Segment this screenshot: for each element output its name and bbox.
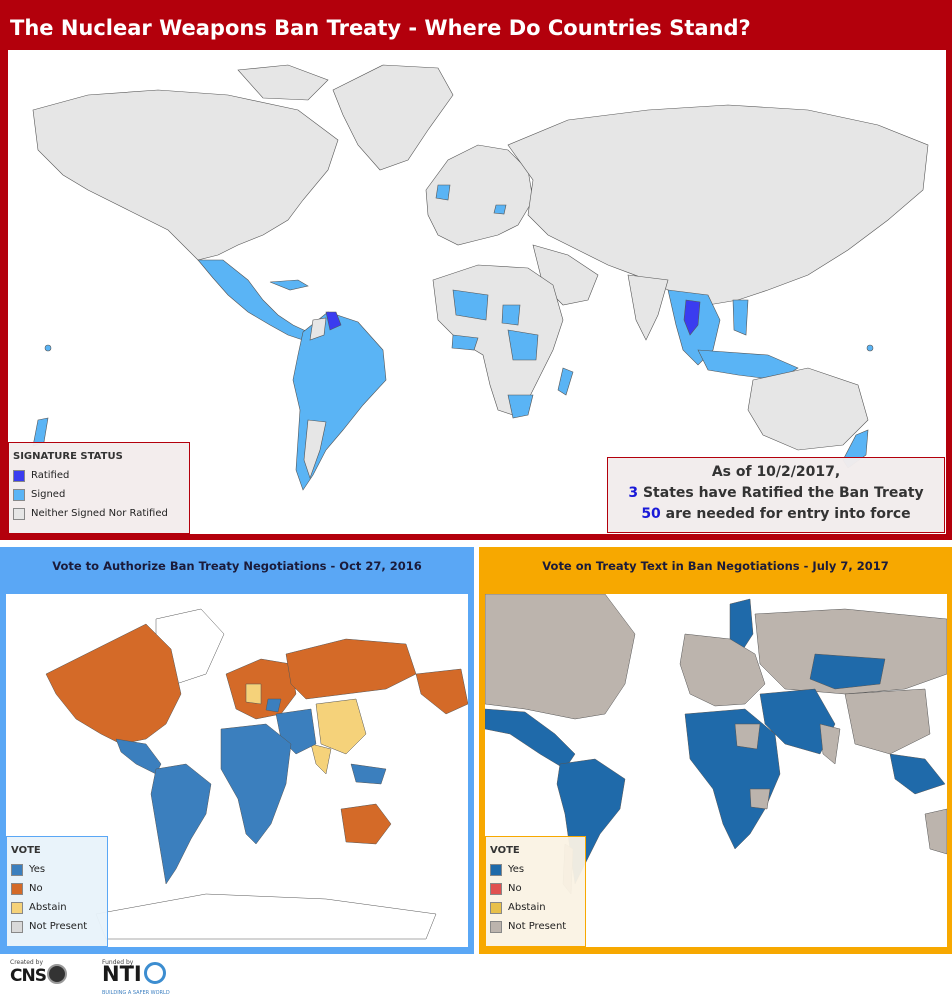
legend-item-no[interactable]: No (490, 879, 585, 898)
region-greenland (332, 64, 454, 171)
legend-item-not-present[interactable]: Not Present (11, 917, 107, 936)
ratified-count: 3 (628, 485, 639, 501)
cns-logo-text: CNS (10, 966, 47, 986)
legend-item-signed[interactable]: Signed (13, 485, 189, 504)
cns-globe-icon (46, 964, 67, 984)
needed-count: 50 (641, 506, 661, 522)
legend-swatch-no (490, 882, 502, 895)
legend-label: Not Present (508, 921, 567, 932)
region-north-america (32, 89, 339, 261)
legend-label: Neither Signed Nor Ratified (31, 508, 168, 519)
created-by-label: Created by (10, 959, 44, 966)
signature-status-map-svg (32, 64, 929, 491)
legend-item-yes[interactable]: Yes (490, 860, 585, 879)
authorize-vote-legend: VOTE Yes No Abstain Not Present (6, 836, 108, 947)
region-asia (507, 104, 929, 306)
legend-title: SIGNATURE STATUS (13, 451, 123, 462)
region-australia (747, 367, 869, 451)
ratification-status-box: As of 10/2/2017, 3 States have Ratified … (607, 457, 945, 533)
nti-logo[interactable]: NTI (102, 962, 166, 986)
ratified-text: States have Ratified the Ban Treaty (638, 485, 924, 501)
status-date-line: As of 10/2/2017, (711, 464, 841, 480)
legend-swatch-yes (11, 863, 23, 876)
region-north-america (45, 623, 182, 745)
legend-label: Ratified (31, 470, 70, 481)
legend-swatch-ratified (13, 469, 25, 482)
legend-label: Yes (508, 864, 525, 875)
signature-status-legend: SIGNATURE STATUS Ratified Signed Neither… (8, 442, 190, 534)
legend-item-no[interactable]: No (11, 879, 107, 898)
legend-item-ratified[interactable]: Ratified (13, 466, 189, 485)
legend-item-not-present[interactable]: Not Present (490, 917, 585, 936)
legend-swatch-not-present (490, 920, 502, 933)
page-title: The Nuclear Weapons Ban Treaty - Where D… (10, 16, 751, 40)
region-europe (679, 633, 766, 707)
legend-label: Signed (31, 489, 66, 500)
legend-swatch-yes (490, 863, 502, 876)
legend-item-yes[interactable]: Yes (11, 860, 107, 879)
treaty-text-vote-legend: VOTE Yes No Abstain Not Present (485, 836, 586, 947)
region-guyana-ratified (325, 311, 342, 331)
cns-logo[interactable]: CNS (10, 964, 67, 986)
legend-swatch-signed (13, 488, 25, 501)
legend-item-abstain[interactable]: Abstain (11, 898, 107, 917)
nti-logo-text: NTI (102, 962, 142, 986)
region-russia (285, 638, 417, 700)
nti-tagline: BUILDING A SAFER WORLD (102, 990, 170, 996)
signature-status-map[interactable]: SIGNATURE STATUS Ratified Signed Neither… (8, 50, 946, 534)
region-south-america (150, 763, 212, 885)
treaty-text-vote-map-svg (485, 594, 947, 895)
funded-by-label: Funded by (102, 959, 134, 966)
legend-swatch-neither (13, 507, 25, 520)
region-mexico-central-america (197, 259, 309, 341)
legend-swatch-not-present (11, 920, 23, 933)
legend-title: VOTE (11, 845, 41, 856)
authorize-vote-panel: Vote to Authorize Ban Treaty Negotiation… (0, 547, 474, 954)
region-australia (340, 803, 392, 845)
region-europe (425, 144, 534, 246)
footer: Created by Funded by (0, 956, 952, 1000)
authorize-vote-map-svg (45, 608, 468, 940)
legend-label: Not Present (29, 921, 88, 932)
region-thailand-ratified (683, 299, 701, 336)
region-north-america (485, 594, 636, 720)
nti-globe-icon (143, 962, 166, 984)
treaty-text-vote-map[interactable]: VOTE Yes No Abstain Not Present (485, 594, 947, 947)
legend-label: Yes (29, 864, 46, 875)
legend-item-neither[interactable]: Neither Signed Nor Ratified (13, 504, 189, 523)
legend-label: No (508, 883, 522, 894)
authorize-vote-map[interactable]: VOTE Yes No Abstain Not Present (6, 594, 468, 947)
legend-swatch-abstain (490, 901, 502, 914)
status-needed-line: 50 are needed for entry into force (608, 504, 944, 525)
region-africa (684, 708, 781, 850)
treaty-text-vote-panel: Vote on Treaty Text in Ban Negotiations … (479, 547, 952, 954)
needed-text: are needed for entry into force (660, 506, 911, 522)
legend-label: Abstain (508, 902, 546, 913)
authorize-vote-title: Vote to Authorize Ban Treaty Negotiation… (52, 559, 422, 573)
top-panel: The Nuclear Weapons Ban Treaty - Where D… (0, 0, 952, 540)
legend-title: VOTE (490, 845, 520, 856)
status-ratified-line: 3 States have Ratified the Ban Treaty (608, 483, 944, 504)
legend-label: No (29, 883, 43, 894)
legend-swatch-no (11, 882, 23, 895)
treaty-text-vote-title: Vote on Treaty Text in Ban Negotiations … (542, 559, 889, 573)
region-africa (220, 723, 292, 845)
legend-swatch-abstain (11, 901, 23, 914)
region-russia (754, 608, 947, 695)
legend-item-abstain[interactable]: Abstain (490, 898, 585, 917)
legend-label: Abstain (29, 902, 67, 913)
